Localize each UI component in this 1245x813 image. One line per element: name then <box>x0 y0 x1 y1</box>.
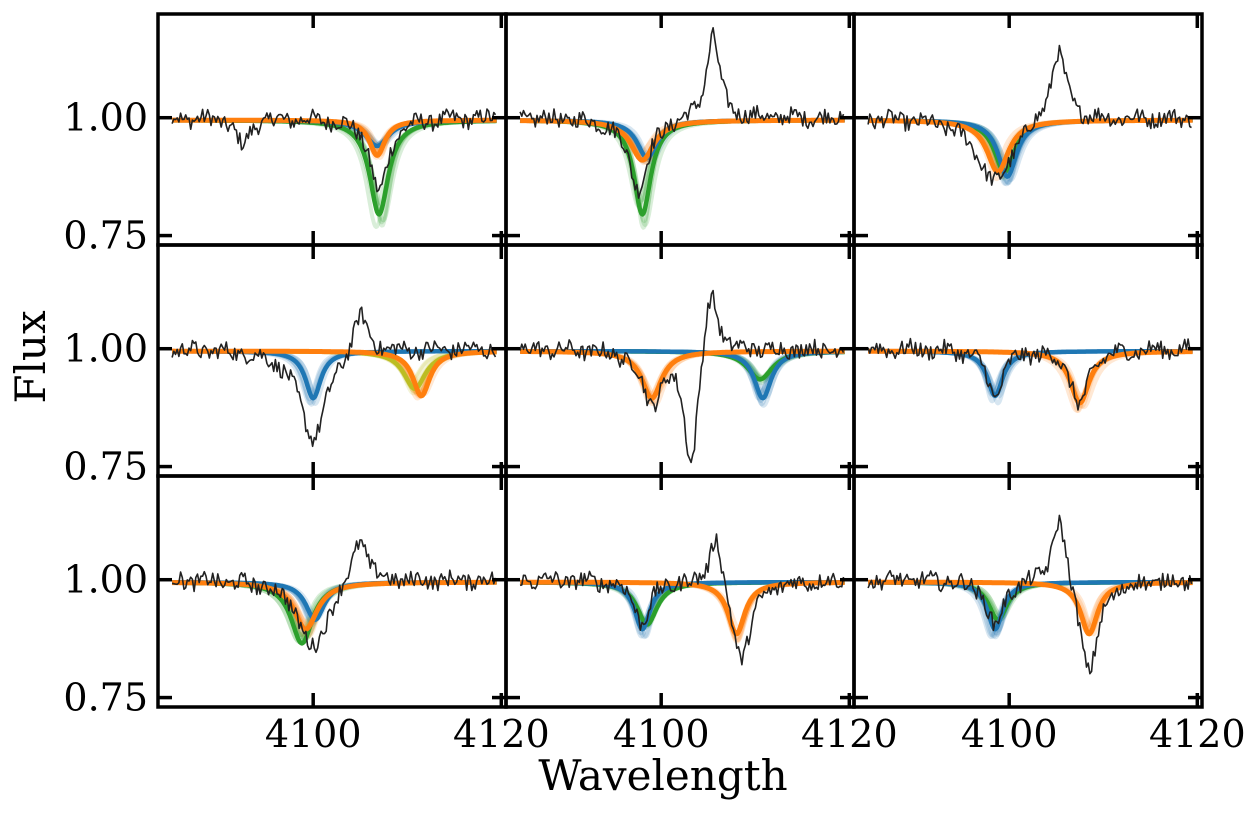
panel-r0-c2 <box>852 12 1204 247</box>
y-tick-label: 1.00 <box>63 327 148 371</box>
plot-area <box>170 306 499 448</box>
plot-area <box>170 539 499 654</box>
x-tick-label: 4100 <box>613 712 710 756</box>
y-axis-label: Flux <box>6 310 55 404</box>
orange-model-line <box>170 348 499 399</box>
blue-model-draw <box>519 580 846 640</box>
panel-r0-c0: 1.00 0.75 <box>63 12 508 258</box>
panel-r1-c1 <box>504 243 856 478</box>
orange-model-draw <box>519 580 846 637</box>
green-model-line <box>866 579 1194 623</box>
observed-spectrum-line <box>171 306 497 448</box>
x-tick-label: 4120 <box>801 712 898 756</box>
orange-model-draw <box>519 580 846 643</box>
observed-spectrum-line <box>171 539 497 654</box>
green-model-draw <box>171 118 498 225</box>
blue-model-draw <box>519 580 846 636</box>
y-tick-label: 1.00 <box>63 96 148 140</box>
observed-spectrum-line <box>519 27 845 199</box>
y-tick-label: 1.00 <box>63 558 148 602</box>
plot-area <box>866 337 1195 413</box>
observed-spectrum-line <box>171 108 497 193</box>
green-model-line <box>170 118 498 217</box>
green-model-draw <box>519 118 846 212</box>
panel-r0-c1 <box>504 12 856 247</box>
x-tick-label: 4120 <box>1149 712 1245 756</box>
green-model-draw <box>519 118 846 205</box>
orange-model-draw <box>519 580 846 644</box>
observed-spectrum-line <box>867 44 1192 186</box>
blue-model-draw <box>867 580 1194 637</box>
orange-model-draw <box>519 580 846 641</box>
observed-spectrum-line <box>867 514 1193 675</box>
green-model-draw <box>171 118 498 207</box>
panel-frame <box>852 474 1204 709</box>
blue-model-draw <box>519 580 846 639</box>
y-tick-label: 0.75 <box>63 676 148 720</box>
observed-spectrum-line <box>519 289 845 464</box>
blue-model-draw <box>867 580 1194 639</box>
plot-area <box>518 27 847 230</box>
green-model-draw <box>171 118 498 229</box>
panel-r2-c1: 4100 4120 <box>504 474 898 756</box>
green-model-draw <box>519 118 846 223</box>
blue-model-draw <box>867 580 1194 640</box>
plot-area <box>866 44 1195 187</box>
orange-model-draw <box>171 580 498 624</box>
green-model-draw <box>519 118 846 227</box>
x-axis-label: Wavelength <box>538 751 787 800</box>
panel-grid: 1.00 0.75 1.00 0.75 1.00 0.75 4100 4120 4100 4120… <box>63 12 1245 756</box>
x-tick-label: 4100 <box>961 712 1058 756</box>
orange-model-line <box>518 117 847 163</box>
blue-model-draw <box>867 580 1194 637</box>
panel-r2-c2: 4100 4120 <box>852 474 1245 756</box>
orange-model-draw <box>867 580 1194 637</box>
panel-frame <box>852 243 1204 478</box>
green-model-line <box>518 118 846 217</box>
x-tick-label: 4120 <box>453 712 550 756</box>
panel-frame <box>504 474 856 709</box>
panel-r1-c0: 1.00 0.75 <box>63 243 508 489</box>
orange-model-line <box>866 117 1195 175</box>
orange-model-draw <box>867 580 1194 635</box>
orange-model-line <box>170 579 499 632</box>
panel-r1-c2 <box>852 243 1204 478</box>
green-model-draw <box>171 118 498 207</box>
panel-r2-c0: 1.00 0.75 4100 4120 <box>63 474 550 756</box>
orange-model-line <box>866 579 1195 637</box>
orange-model-draw <box>519 580 846 643</box>
y-tick-label: 0.75 <box>63 214 148 258</box>
blue-model-draw <box>867 580 1194 636</box>
x-tick-label: 4100 <box>265 712 362 756</box>
orange-model-line <box>170 117 499 158</box>
green-model-draw <box>519 118 846 209</box>
green-model-draw <box>519 118 846 230</box>
blue-model-draw <box>867 580 1194 639</box>
observed-spectrum-line <box>867 337 1192 411</box>
green-model-draw <box>171 118 498 228</box>
blue-model-draw <box>519 580 846 639</box>
green-model-draw <box>171 118 498 223</box>
orange-model-line <box>518 579 847 637</box>
green-model-draw <box>171 118 498 210</box>
observed-spectrum-line <box>519 533 845 666</box>
plot-area <box>170 108 499 229</box>
y-tick-label: 0.75 <box>63 445 148 489</box>
orange-model-draw <box>519 580 846 637</box>
plot-area <box>518 533 847 666</box>
plot-area <box>866 514 1195 675</box>
plot-area <box>518 289 847 464</box>
green-model-draw <box>519 118 846 202</box>
